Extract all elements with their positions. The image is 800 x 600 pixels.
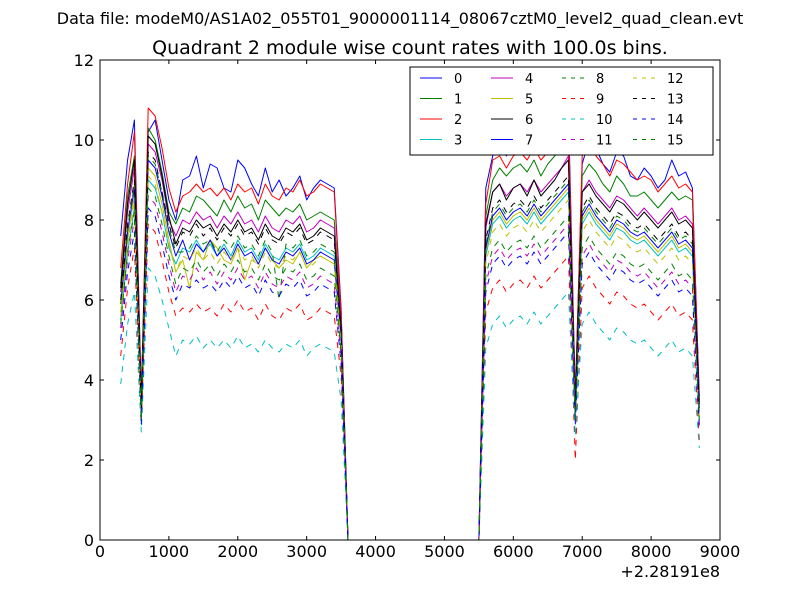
series-line-8 (120, 155, 700, 540)
legend-label-9: 9 (596, 93, 604, 108)
legend-label-6: 6 (525, 113, 533, 128)
x-axis-offset-label: +2.28191e8 (620, 562, 720, 581)
legend-label-1: 1 (454, 93, 462, 108)
series-line-1 (120, 127, 700, 540)
x-tick-label: 4000 (355, 542, 396, 561)
y-tick-label: 8 (84, 211, 94, 230)
series-line-10 (120, 267, 700, 540)
x-tick-label: 6000 (493, 542, 534, 561)
y-tick-label: 4 (84, 371, 94, 390)
series-line-2 (120, 107, 700, 540)
x-tick-label: 8000 (631, 542, 672, 561)
y-tick-label: 6 (84, 291, 94, 310)
series-line-7 (120, 159, 700, 540)
y-tick-label: 2 (84, 451, 94, 470)
plot-lines (120, 107, 700, 540)
legend-label-12: 12 (667, 72, 684, 87)
legend-label-10: 10 (596, 113, 613, 128)
x-tick-label: 5000 (424, 542, 465, 561)
legend-frame (409, 66, 714, 156)
y-tick-label: 0 (84, 531, 94, 550)
axis-tick-labels: 0 1000 2000 3000 4000 5000 6000 7000 8000 9000 0 2 4… (74, 51, 741, 561)
series-line-6 (120, 135, 700, 540)
legend-label-2: 2 (454, 113, 462, 128)
legend-label-0: 0 (454, 72, 462, 87)
x-tick-label: 9000 (700, 542, 741, 561)
legend-label-5: 5 (525, 93, 533, 108)
x-tick-label: 3000 (286, 542, 327, 561)
series-line-11 (120, 195, 700, 540)
chart-title: Quadrant 2 module wise count rates with … (152, 37, 668, 59)
legend-label-13: 13 (667, 93, 684, 108)
legend-label-15: 15 (667, 134, 684, 149)
series-line-4 (120, 143, 700, 540)
legend-label-4: 4 (525, 72, 533, 87)
series-line-13 (120, 151, 700, 540)
legend-label-3: 3 (454, 134, 462, 149)
legend-label-7: 7 (525, 134, 533, 149)
x-tick-label: 7000 (562, 542, 603, 561)
x-tick-label: 1000 (149, 542, 190, 561)
y-tick-label: 12 (74, 51, 94, 70)
figure-suptitle: Data file: modeM0/AS1A02_055T01_90000011… (57, 9, 743, 29)
series-line-5 (120, 167, 700, 540)
legend-label-11: 11 (596, 134, 613, 149)
axis-ticks (99, 59, 721, 541)
legend-label-14: 14 (667, 113, 684, 128)
x-tick-label: 2000 (217, 542, 258, 561)
series-line-9 (120, 223, 700, 540)
legend-label-8: 8 (596, 72, 604, 87)
x-tick-label: 0 (95, 542, 105, 561)
y-tick-label: 10 (74, 131, 94, 150)
